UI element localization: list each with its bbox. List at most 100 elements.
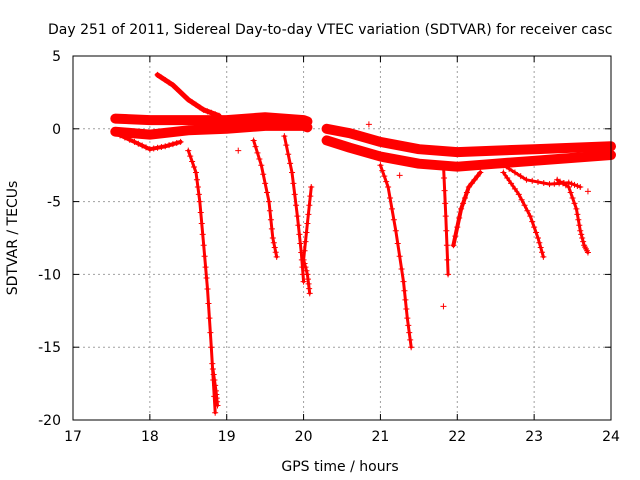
- marker-lower-edge: [166, 142, 173, 149]
- marker-dip-6: [527, 213, 534, 220]
- series-band-2-lower: [321, 135, 616, 172]
- marker-dip-2: [272, 249, 279, 256]
- marker-dip-1: [212, 409, 219, 416]
- marker-dip-3: [287, 160, 294, 167]
- marker-lower-edge: [139, 142, 146, 149]
- marker-dip-2: [271, 244, 278, 251]
- x-tick-label: 22: [448, 429, 466, 445]
- marker-dip-4: [398, 265, 405, 272]
- marker-arc-right: [534, 178, 541, 185]
- marker-dip-2: [252, 143, 259, 150]
- marker-dip-7: [578, 231, 585, 238]
- marker-dip-1-tail: [209, 366, 216, 373]
- marker-dip-6: [515, 191, 522, 198]
- marker-dip-3-branch: [306, 290, 313, 297]
- marker-arc-right: [523, 176, 530, 183]
- marker-arc-right: [511, 169, 518, 176]
- marker-dip-2: [273, 253, 280, 260]
- marker-rising-arc: [189, 99, 196, 106]
- marker-dip-1-tail: [214, 402, 221, 409]
- data-points: [112, 71, 591, 416]
- marker-dip-6: [521, 202, 528, 209]
- marker-dip-2: [264, 189, 271, 196]
- marker-rising-arc: [200, 106, 207, 113]
- marker-dip-3-branch: [305, 211, 312, 218]
- marker-dip-3-branch: [304, 271, 311, 278]
- y-tick-label: -20: [38, 413, 61, 429]
- marker-dip-2: [258, 162, 265, 169]
- marker-dip-7: [579, 235, 586, 241]
- marker-dip-5-fan: [456, 214, 463, 221]
- marker-dip-5: [444, 256, 451, 263]
- marker-rising-arc: [212, 111, 219, 118]
- marker-lower-edge: [112, 130, 119, 137]
- marker-dip-1: [199, 231, 206, 238]
- marker-dip-1: [191, 164, 198, 171]
- series-dip-5-fan: [451, 170, 483, 248]
- series-dip-6: [501, 171, 545, 259]
- marker-arc-right: [574, 182, 581, 189]
- marker-dip-3: [289, 169, 296, 176]
- marker-dip-3-branch: [305, 280, 312, 287]
- marker-arc-right: [571, 181, 578, 188]
- marker-rising-arc: [169, 82, 176, 89]
- marker-dip-4: [400, 278, 407, 285]
- series-dip-4: [378, 163, 413, 349]
- marker-dip-3-branch: [303, 267, 310, 274]
- marker-dip-5: [440, 162, 447, 169]
- marker-dip-1-tail: [212, 382, 219, 389]
- marker-dip-7: [574, 211, 581, 218]
- marker-dip-3: [281, 133, 288, 140]
- marker-dip-3-branch: [302, 264, 309, 271]
- marker-dip-1: [187, 153, 194, 160]
- marker-dip-1: [192, 169, 199, 176]
- marker-dip-6: [529, 218, 536, 225]
- marker-rising-arc: [216, 112, 223, 119]
- marker-rising-arc: [196, 104, 203, 111]
- marker-dip-4: [403, 305, 410, 312]
- marker-dip-3: [295, 222, 302, 229]
- marker-dip-5-fan: [471, 176, 478, 183]
- series-band-2-upper: [321, 123, 616, 158]
- marker-arc-right: [565, 179, 572, 186]
- marker-rising-arc: [192, 101, 199, 108]
- x-axis-label: GPS time / hours: [281, 459, 398, 475]
- marker-lower-edge: [121, 134, 128, 141]
- marker-dip-1: [207, 329, 214, 336]
- marker-dip-5-fan: [468, 180, 475, 187]
- marker-dip-4: [407, 336, 414, 343]
- marker-dip-4: [402, 296, 409, 303]
- marker-dip-3-branch: [301, 260, 308, 267]
- marker-dip-7: [576, 222, 583, 229]
- marker-dip-3-branch: [303, 229, 310, 236]
- marker-dip-7: [575, 216, 582, 223]
- marker-dip-6: [504, 174, 511, 181]
- marker-dip-4: [405, 322, 412, 329]
- x-tick-label: 23: [525, 429, 543, 445]
- marker-dip-3: [285, 151, 292, 158]
- marker-dip-3: [297, 240, 304, 247]
- marker-dip-3-branch: [306, 202, 313, 209]
- marker-dip-4: [379, 167, 386, 174]
- marker-dip-1: [200, 242, 207, 249]
- marker-dip-2: [269, 235, 276, 241]
- marker-dip-6: [508, 180, 515, 187]
- marker-dip-1-tail: [211, 376, 218, 383]
- marker-dip-7: [567, 189, 574, 196]
- marker-rising-arc: [154, 71, 161, 78]
- marker-dip-3-branch: [300, 256, 307, 263]
- marker-dip-3-branch: [302, 238, 309, 245]
- marker-dip-6: [540, 253, 547, 260]
- marker-dip-4: [406, 329, 413, 336]
- marker-dip-4: [401, 287, 408, 294]
- marker-lower-edge: [135, 140, 142, 147]
- marker-dip-1: [185, 147, 192, 154]
- marker-dip-1: [208, 344, 215, 351]
- y-axis-label: SDTVAR / TECUs: [5, 181, 21, 296]
- marker-dip-5: [443, 242, 450, 249]
- marker-lower-edge: [158, 144, 165, 150]
- marker-dip-2: [268, 225, 275, 232]
- marker-dip-3: [300, 278, 307, 285]
- marker-dip-5-fan: [452, 233, 459, 240]
- marker-dip-3: [294, 213, 301, 220]
